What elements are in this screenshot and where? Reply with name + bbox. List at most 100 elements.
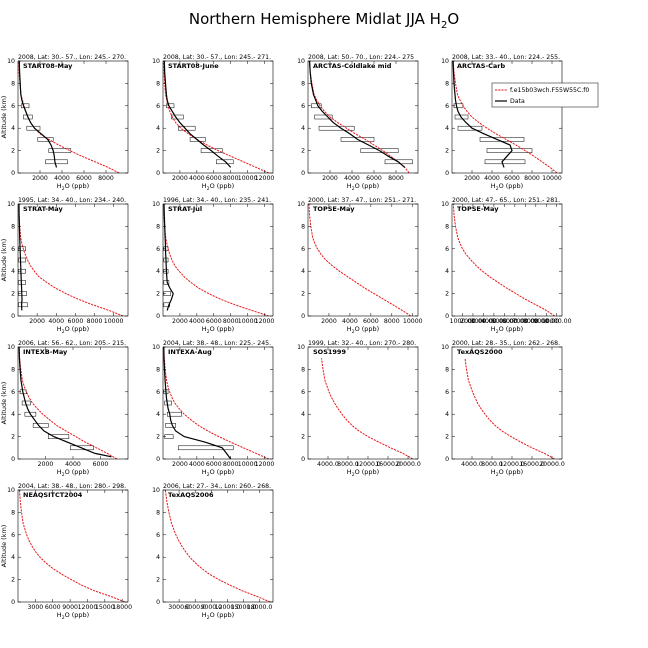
y-tick-label: 8 [156,223,160,230]
data-range-box [21,103,30,109]
x-axis-label: H2O (ppb) [57,468,89,478]
y-tick-label: 6 [301,103,305,110]
x-tick-label: 5000.00 [492,318,518,325]
x-tick-label: 6000 [45,604,61,611]
x-tick-label: 8000 [223,461,239,468]
y-tick-label: 2 [11,148,15,155]
panel-name: TexAQS2000 [457,348,503,356]
data-line [18,61,58,168]
y-tick-label: 2 [156,577,160,584]
panel-8: 2006, Lat: 56.- 62., Lon: 205.- 215.INTE… [0,340,129,478]
x-tick-label: 10000 [238,461,258,468]
x-tick-label: 10000.00 [542,318,572,325]
y-tick-label: 4 [156,554,160,561]
model-line [308,204,411,316]
plot-frame [307,60,419,174]
x-tick-label: 4000.0 [461,461,483,468]
x-tick-label: 10000 [238,318,258,325]
y-tick-label: 10 [7,344,15,351]
x-tick-label: 18000 [112,604,132,611]
y-tick-label: 8 [445,223,449,230]
panel-9: 2004, Lat: 38.- 48., Lon: 225.- 245.INTE… [152,340,274,478]
figure-title: Northern Hemisphere Midlat JJA H2O [189,10,459,31]
y-tick-label: 0 [11,456,15,463]
panel-header: 2008, Lat: 30.- 57., Lon: 245.- 270. [18,54,126,61]
x-tick-label: 10000 [403,318,423,325]
y-tick-label: 8 [301,223,305,230]
x-tick-label: 4000 [189,175,205,182]
x-tick-label: 4000 [344,175,360,182]
y-tick-label: 4 [11,411,15,418]
x-axis-label: H2O (ppb) [491,468,523,478]
x-tick-label: 2000 [321,318,337,325]
data-range-box [177,445,234,451]
y-tick-label: 2 [445,434,449,441]
panel-header: 1999, Lat: 32.- 40., Lon: 270.- 280. [308,340,416,347]
panel-name: TexAQS2006 [168,491,214,499]
panel-name: INTEXB-May [23,348,68,356]
data-range-box [70,445,94,451]
y-tick-label: 6 [445,103,449,110]
plot-frame [451,203,563,317]
x-tick-label: 12000.0 [499,461,525,468]
x-tick-label: 20000.0 [395,461,421,468]
x-tick-label: 4000 [54,175,70,182]
data-range-box [318,125,355,131]
legend: f.e15b03wch.F55W55C.f0 Data [491,82,599,108]
plot-frame [17,60,129,174]
plot-frame [162,203,274,317]
model-line [18,347,118,459]
y-tick-label: 6 [11,532,15,539]
y-tick-label: 0 [156,456,160,463]
y-tick-label: 2 [11,291,15,298]
plot-frame [17,489,129,603]
x-axis-label: H2O (ppb) [57,325,89,335]
x-tick-label: 12000.0 [355,461,381,468]
y-tick-label: 4 [156,268,160,275]
x-tick-label: 4000.0 [317,461,339,468]
x-tick-label: 8000 [524,175,540,182]
model-line [18,490,126,602]
x-tick-label: 20000.0 [539,461,565,468]
panel-name: TOPSE-May [457,205,499,213]
y-tick-label: 2 [11,434,15,441]
x-tick-label: 6000 [363,318,379,325]
x-tick-label: 10000 [542,175,562,182]
y-tick-label: 6 [156,103,160,110]
panel-name: ARCTAS-Coldlake mid [313,62,392,70]
data-range-box [18,257,26,263]
panel-header: 2000, Lat: 28.- 35., Lon: 262.- 268. [452,340,560,347]
y-tick-label: 4 [301,268,305,275]
y-tick-label: 0 [445,313,449,320]
x-tick-label: 15000 [95,604,115,611]
x-tick-label: 6000 [68,318,84,325]
y-tick-label: 10 [7,487,15,494]
x-tick-label: 15000.0 [231,604,257,611]
panel-name: STRAT-Jul [168,205,202,213]
x-tick-label: 4000 [48,318,64,325]
x-tick-label: 2000 [29,318,45,325]
y-tick-label: 0 [11,599,15,606]
x-axis-label: H2O (ppb) [347,182,379,192]
y-tick-label: 2 [156,434,160,441]
y-tick-label: 8 [11,366,15,373]
x-tick-label: 4000 [342,318,358,325]
data-line [452,61,513,168]
y-tick-label: 10 [152,58,160,65]
x-tick-label: 4000 [65,461,81,468]
x-axis-label: H2O (ppb) [57,182,89,192]
x-tick-label: 10000 [238,175,258,182]
model-line [308,61,410,173]
plot-frame [162,489,274,603]
x-tick-label: 2000 [38,461,54,468]
x-tick-label: 8000.0 [481,461,503,468]
y-tick-label: 8 [11,509,15,516]
y-tick-label: 10 [7,58,15,65]
plot-frame [307,346,419,460]
y-axis-label: Altitude (km) [0,96,8,139]
panel-header: 2008, Lat: 33.- 40., Lon: 224.- 255. [452,54,560,61]
data-line [163,204,174,311]
x-axis-label: H2O (ppb) [202,182,234,192]
panel-name: INTEXA-Aug [168,348,212,356]
data-line [18,347,112,458]
